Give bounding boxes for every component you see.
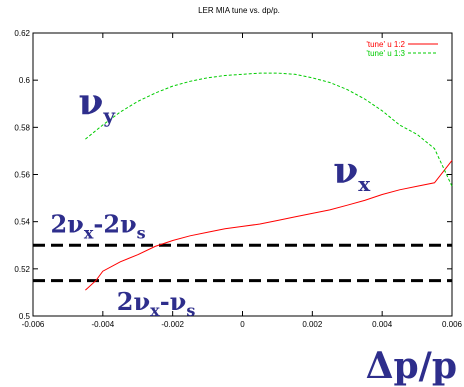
- annotations: νy νx 2νx-2νs 2νx-νs: [50, 81, 371, 320]
- x-tick-label: -0.002: [161, 320, 184, 329]
- legend: 'tune' u 1:2'tune' u 1:3: [366, 40, 438, 58]
- series-line-2: [85, 72, 453, 187]
- y-tick-label: 0.62: [14, 29, 30, 38]
- x-axis: -0.006 -0.004 -0.002 0 0.002 0.004 0.006: [22, 33, 463, 329]
- annotation-nu-x: νx: [333, 150, 371, 196]
- x-tick-label: -0.006: [22, 320, 45, 329]
- x-tick-label: 0.006: [442, 320, 463, 329]
- y-tick-label: 0.6: [19, 76, 31, 85]
- x-tick-label: -0.004: [91, 320, 114, 329]
- y-axis: 0.5 0.52 0.54 0.56 0.58 0.6 0.62: [14, 29, 452, 321]
- y-tick-label: 0.56: [14, 171, 30, 180]
- x-axis-label: Δp/p: [366, 345, 457, 387]
- y-tick-label: 0.54: [14, 218, 30, 227]
- legend-entry-label: 'tune' u 1:3: [366, 49, 405, 58]
- x-tick-label: 0.002: [302, 320, 323, 329]
- series-lines: [85, 72, 453, 291]
- y-tick-label: 0.5: [19, 312, 31, 321]
- annotation-nu-y: νy: [78, 81, 116, 127]
- plot-frame: [32, 32, 453, 317]
- reference-lines: [33, 243, 452, 283]
- y-tick-label: 0.58: [14, 123, 30, 132]
- annotation-two-nux-two-nus: 2νx-2νs: [50, 209, 145, 242]
- chart-title: LER MIA tune vs. dp/p.: [198, 6, 280, 15]
- y-tick-label: 0.52: [14, 265, 30, 274]
- x-tick-label: 0.004: [372, 320, 393, 329]
- legend-entry-label: 'tune' u 1:2: [366, 40, 405, 49]
- annotation-two-nux-nus: 2νx-νs: [117, 287, 196, 320]
- series-line-1: [85, 160, 453, 291]
- x-tick-label: 0: [240, 320, 245, 329]
